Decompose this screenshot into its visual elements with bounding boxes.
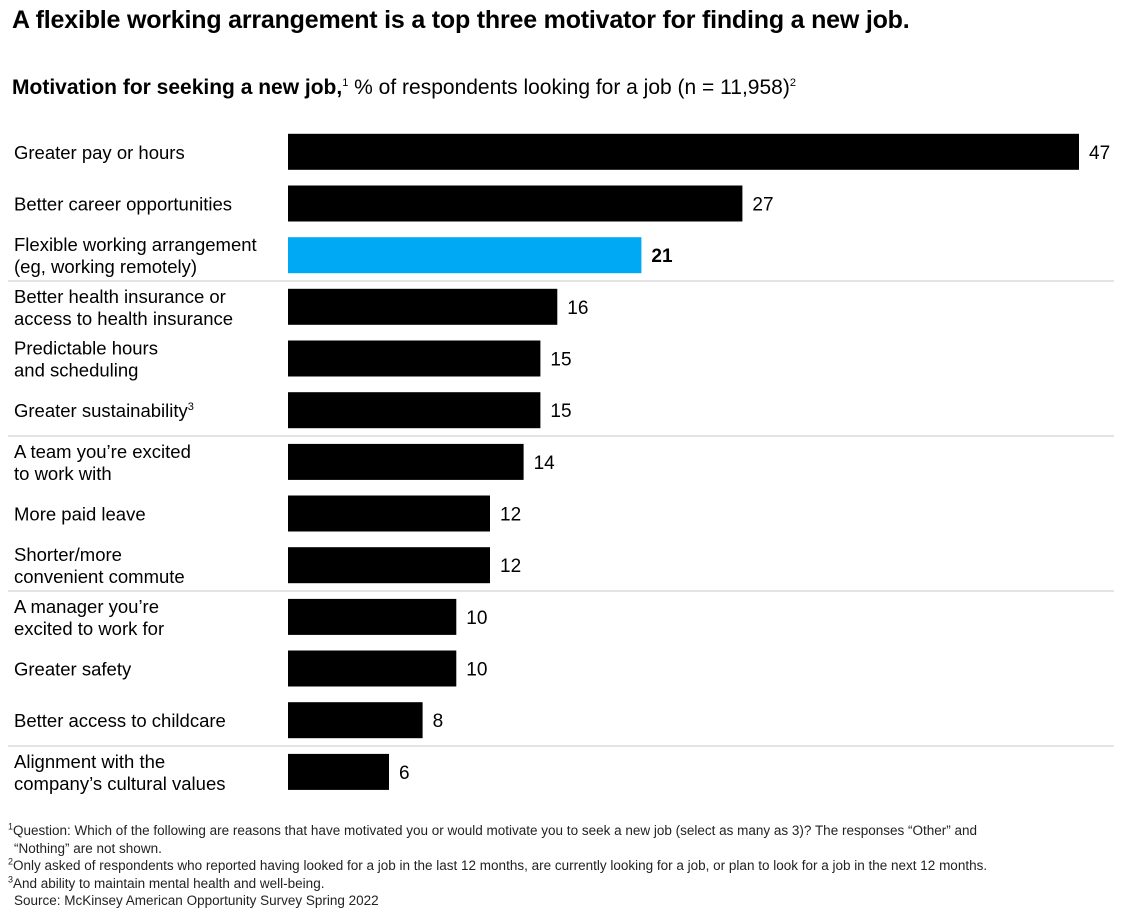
bar-7 xyxy=(288,443,524,480)
category-label-9: Shorter/more convenient commute xyxy=(14,544,185,587)
subtitle-footnote-ref-1: 1 xyxy=(342,77,349,89)
footnote-3-marker: 3 xyxy=(8,874,14,884)
category-label-6: Greater sustainability3 xyxy=(14,400,194,421)
bar-5 xyxy=(288,340,541,377)
category-label-3: Flexible working arrangement (eg, working… xyxy=(14,234,257,277)
footnote-2-text: Only asked of respondents who reported h… xyxy=(13,858,988,873)
subtitle-footnote-ref-2: 2 xyxy=(789,77,796,89)
category-label-13: Alignment with the company’s cultural val… xyxy=(14,751,226,794)
footnote-3: 3And ability to maintain mental health a… xyxy=(8,875,1133,893)
category-label-4: Better health insurance or access to heal… xyxy=(14,286,233,329)
subtitle-bold: Motivation for seeking a new job, xyxy=(12,76,343,99)
bar-12 xyxy=(288,702,423,739)
bar-9 xyxy=(288,547,490,584)
footnote-2: 2Only asked of respondents who reported … xyxy=(8,857,1133,875)
bar-6 xyxy=(288,392,541,429)
chart-headline: A flexible working arrangement is a top … xyxy=(12,6,910,34)
category-label-1: Greater pay or hours xyxy=(14,142,185,163)
source-note: Source: McKinsey American Opportunity Su… xyxy=(14,893,379,908)
value-label-11: 10 xyxy=(466,660,487,681)
bar-13 xyxy=(288,753,389,790)
category-label-5: Predictable hours and scheduling xyxy=(14,338,158,381)
value-label-6: 15 xyxy=(550,401,571,422)
category-label-11: Greater safety xyxy=(14,659,132,680)
category-label-12: Better access to childcare xyxy=(14,710,226,731)
value-label-8: 12 xyxy=(500,505,521,526)
bar-4 xyxy=(288,288,558,325)
footnote-1-continued: “Nothing” are not shown. xyxy=(14,840,162,856)
value-label-13: 6 xyxy=(399,763,410,784)
value-label-3: 21 xyxy=(651,246,673,267)
footnote-1-text: Question: Which of the following are rea… xyxy=(13,823,978,838)
value-label-1: 47 xyxy=(1089,143,1110,164)
footnote-1: 1Question: Which of the following are re… xyxy=(8,822,1133,840)
chart-subtitle: Motivation for seeking a new job,1 % of … xyxy=(12,76,796,100)
footnotes: 1Question: Which of the following are re… xyxy=(8,822,1133,910)
category-label-10: A manager you’re excited to work for xyxy=(14,596,164,639)
value-label-9: 12 xyxy=(500,556,521,577)
value-label-2: 27 xyxy=(752,195,773,216)
subtitle-text: % of respondents looking for a job (n = … xyxy=(348,76,790,99)
value-label-12: 8 xyxy=(433,711,444,732)
bar-1 xyxy=(288,133,1079,170)
bar-11 xyxy=(288,650,457,687)
bar-8 xyxy=(288,495,490,532)
bar-3 xyxy=(288,237,642,274)
value-label-5: 15 xyxy=(550,350,571,371)
footnote-2-marker: 2 xyxy=(8,856,14,867)
category-label-8: More paid leave xyxy=(14,504,146,525)
category-label-2: Better career opportunities xyxy=(14,194,232,215)
bar-chart: 47 Greater pay or hours 27 Better career op… xyxy=(8,133,1114,794)
value-label-10: 10 xyxy=(466,608,487,629)
bar-10 xyxy=(288,598,457,635)
value-label-7: 14 xyxy=(534,453,556,474)
footnote-1-marker: 1 xyxy=(8,821,14,832)
bar-2 xyxy=(288,185,743,222)
category-label-7: A team you’re excited to work with xyxy=(14,441,191,484)
value-label-4: 16 xyxy=(567,298,588,319)
footnote-3-text: And ability to maintain mental health an… xyxy=(13,875,325,891)
